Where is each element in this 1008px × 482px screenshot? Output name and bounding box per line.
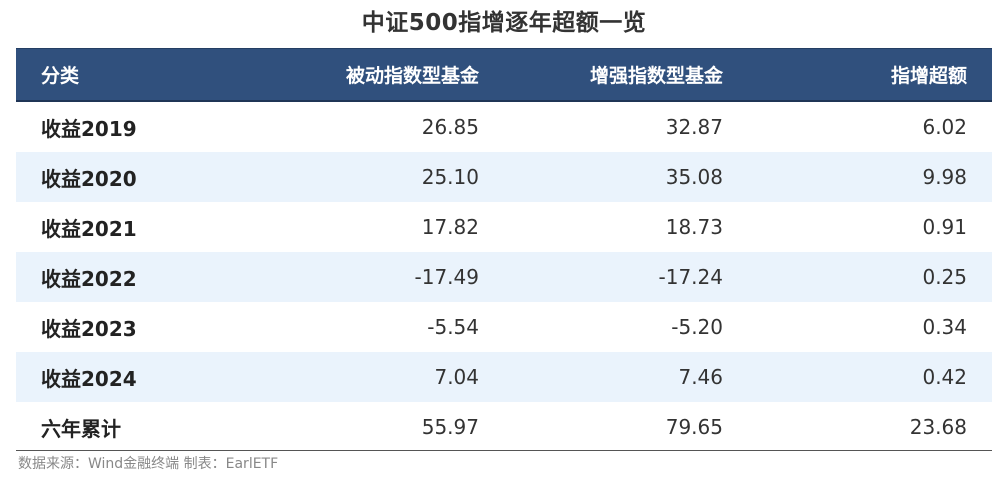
returns-table: 分类 被动指数型基金 增强指数型基金 指增超额 收益2019 26.85 32.… [16, 48, 992, 452]
passive-value: 7.04 [434, 365, 479, 389]
table-row: 收益2024 7.04 7.46 0.42 [16, 352, 992, 402]
table-row: 收益2023 -5.54 -5.20 0.34 [16, 302, 992, 352]
table-row: 收益2020 25.10 35.08 9.98 [16, 152, 992, 202]
table-bottom-rule [16, 450, 992, 451]
enhanced-value: 18.73 [665, 215, 723, 239]
table-row: 收益2021 17.82 18.73 0.91 [16, 202, 992, 252]
table-row: 收益2019 26.85 32.87 6.02 [16, 102, 992, 152]
table-header: 分类 被动指数型基金 增强指数型基金 指增超额 [16, 48, 992, 102]
enhanced-value: 32.87 [665, 115, 723, 139]
row-label: 收益2019 [41, 116, 137, 141]
passive-value: 17.82 [421, 215, 479, 239]
excess-value: 0.91 [922, 215, 967, 239]
header-excess-return: 指增超额 [890, 65, 967, 87]
table-title: 中证500指增逐年超额一览 [361, 10, 647, 36]
passive-value: -17.49 [414, 265, 479, 289]
excess-value: 9.98 [922, 165, 967, 189]
enhanced-value: -5.20 [671, 315, 723, 339]
header-passive-fund: 被动指数型基金 [345, 65, 479, 87]
row-label: 六年累计 [41, 416, 121, 441]
passive-value: 25.10 [421, 165, 479, 189]
passive-value: -5.54 [427, 315, 479, 339]
row-label: 收益2024 [41, 366, 137, 391]
header-enhanced-fund: 增强指数型基金 [589, 65, 723, 87]
excess-value: 0.34 [922, 315, 967, 339]
passive-value: 55.97 [421, 415, 479, 439]
table-row: 六年累计 55.97 79.65 23.68 [16, 402, 992, 452]
enhanced-value: 79.65 [665, 415, 723, 439]
row-label: 收益2020 [41, 166, 137, 191]
header-category: 分类 [41, 65, 80, 87]
enhanced-value: -17.24 [658, 265, 723, 289]
row-label: 收益2023 [41, 316, 137, 341]
row-label: 收益2021 [41, 216, 137, 241]
table-row: 收益2022 -17.49 -17.24 0.25 [16, 252, 992, 302]
data-source-note: 数据来源：Wind金融终端 制表：EarlETF [18, 456, 279, 472]
excess-value: 0.25 [922, 265, 967, 289]
excess-value: 6.02 [922, 115, 967, 139]
excess-value: 23.68 [909, 415, 967, 439]
excess-value: 0.42 [922, 365, 967, 389]
enhanced-value: 7.46 [678, 365, 723, 389]
row-label: 收益2022 [41, 266, 137, 291]
passive-value: 26.85 [421, 115, 479, 139]
enhanced-value: 35.08 [665, 165, 723, 189]
